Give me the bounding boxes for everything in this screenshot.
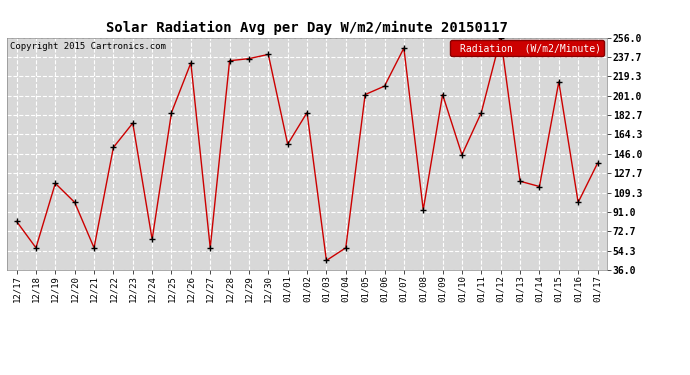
Text: Copyright 2015 Cartronics.com: Copyright 2015 Cartronics.com xyxy=(10,42,166,51)
Title: Solar Radiation Avg per Day W/m2/minute 20150117: Solar Radiation Avg per Day W/m2/minute … xyxy=(106,21,508,35)
Legend: Radiation  (W/m2/Minute): Radiation (W/m2/Minute) xyxy=(450,40,604,56)
